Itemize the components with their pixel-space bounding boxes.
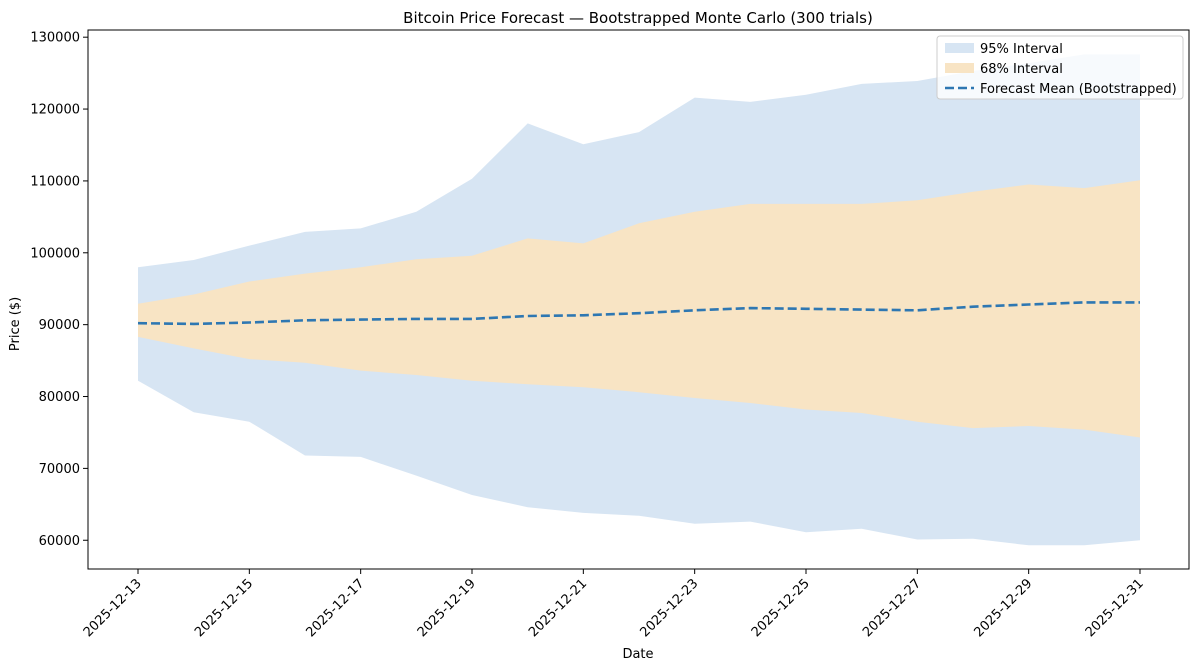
x-tick-label: 2025-12-29 bbox=[971, 576, 1035, 640]
y-tick-label: 120000 bbox=[30, 103, 80, 118]
band-1 bbox=[138, 180, 1140, 438]
x-tick-label: 2025-12-21 bbox=[526, 576, 590, 640]
legend-label: Forecast Mean (Bootstrapped) bbox=[980, 82, 1177, 97]
legend-label: 95% Interval bbox=[980, 42, 1063, 57]
y-tick-label: 80000 bbox=[39, 390, 80, 405]
legend-swatch bbox=[945, 43, 974, 53]
legend-label: 68% Interval bbox=[980, 62, 1063, 77]
x-tick-label: 2025-12-13 bbox=[81, 576, 145, 640]
legend: 95% Interval 68% Interval Forecast Mean (B… bbox=[936, 35, 1184, 100]
x-tick-label: 2025-12-17 bbox=[303, 576, 367, 640]
interval-bands bbox=[138, 54, 1140, 546]
y-tick-label: 60000 bbox=[39, 534, 80, 549]
x-tick-label: 2025-12-23 bbox=[637, 576, 701, 640]
plot-frame bbox=[87, 29, 1190, 570]
legend-swatch bbox=[945, 63, 974, 73]
x-tick-label: 2025-12-31 bbox=[1083, 576, 1147, 640]
x-tick-label: 2025-12-25 bbox=[749, 576, 813, 640]
y-axis-title: Price ($) bbox=[8, 297, 23, 351]
x-axis-title: Date bbox=[622, 647, 653, 662]
x-tick-label: 2025-12-27 bbox=[860, 576, 924, 640]
mean-line-layer bbox=[137, 301, 1141, 326]
y-tick-label: 90000 bbox=[39, 318, 80, 333]
chart-title: Bitcoin Price Forecast — Bootstrapped Mo… bbox=[403, 9, 873, 27]
legend-box bbox=[936, 35, 1184, 100]
x-tick-label: 2025-12-15 bbox=[192, 576, 256, 640]
y-tick-label: 110000 bbox=[30, 174, 80, 189]
y-tick-label: 100000 bbox=[30, 246, 80, 261]
x-tick-label: 2025-12-19 bbox=[415, 576, 479, 640]
y-tick-label: 130000 bbox=[30, 31, 80, 46]
y-tick-label: 70000 bbox=[39, 462, 80, 477]
